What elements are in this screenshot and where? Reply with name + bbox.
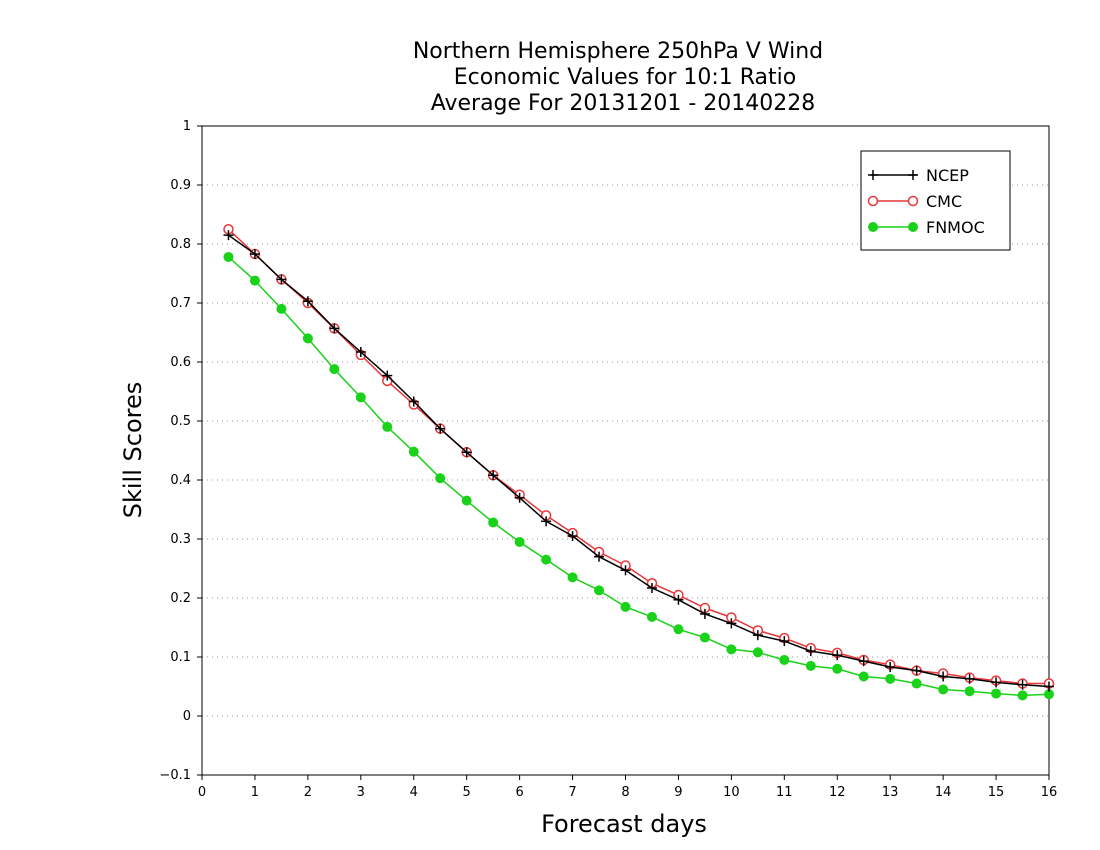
x-tick-label: 12 (829, 785, 846, 800)
data-point-filled-circle (885, 673, 896, 684)
data-point-filled-circle (302, 333, 313, 344)
x-tick-label: 13 (882, 785, 899, 800)
data-point-filled-circle (329, 364, 340, 375)
data-point-filled-circle (594, 585, 605, 596)
data-point-filled-circle (1017, 690, 1028, 701)
x-tick-label: 11 (776, 785, 793, 800)
series-group (223, 224, 1055, 701)
chart-title: Northern Hemisphere 250hPa V Wind Econom… (413, 39, 823, 116)
x-tick-label: 1 (251, 785, 259, 800)
data-point-filled-circle (911, 678, 922, 689)
data-point-filled-circle (276, 303, 287, 314)
x-tick-label: 8 (621, 785, 629, 800)
data-point-filled-circle (938, 684, 949, 695)
y-tick-label: 0.8 (170, 237, 191, 252)
data-point-filled-circle (355, 392, 366, 403)
y-tick-label: 0.7 (170, 296, 191, 311)
x-tick-label: 0 (198, 785, 206, 800)
x-tick-label: 14 (935, 785, 952, 800)
data-point-filled-circle (382, 421, 393, 432)
data-point-filled-circle (249, 275, 260, 286)
data-point-filled-circle (620, 601, 631, 612)
x-tick-label: 15 (988, 785, 1005, 800)
chart-title-line-3: Average For 20131201 - 20140228 (431, 91, 816, 116)
plot-area-frame (201, 125, 1050, 776)
x-tick-label: 10 (723, 785, 740, 800)
data-point-filled-circle (908, 222, 918, 232)
data-point-filled-circle (726, 644, 737, 655)
data-point-filled-circle (779, 654, 790, 665)
x-tick-label: 7 (568, 785, 576, 800)
data-point-filled-circle (488, 517, 499, 528)
legend-label: NCEP (926, 166, 969, 185)
data-point-filled-circle (832, 663, 843, 674)
x-tick-label: 5 (463, 785, 471, 800)
data-point-open-circle (907, 195, 919, 207)
data-point-filled-circle (567, 572, 578, 583)
legend-entry-cmc: CMC (867, 192, 962, 211)
data-point-filled-circle (673, 624, 684, 635)
data-point-filled-circle (408, 446, 419, 457)
data-point-open-circle (867, 195, 879, 207)
data-point-filled-circle (991, 688, 1002, 699)
y-tick-label: 0 (183, 709, 191, 724)
y-tick-label: 0.3 (170, 532, 191, 547)
y-tick-label: 0.4 (170, 473, 191, 488)
y-axis-label: Skill Scores (119, 382, 147, 519)
axis-ticks: −0.100.10.20.30.40.50.60.70.80.910 1 2 3 4 5 6… (159, 119, 1057, 800)
y-tick-label: −0.1 (159, 768, 191, 783)
x-tick-label: 3 (357, 785, 365, 800)
legend-label: CMC (926, 192, 962, 211)
x-tick-label: 9 (674, 785, 682, 800)
data-point-filled-circle (805, 660, 816, 671)
y-tick-label: 0.6 (170, 355, 191, 370)
legend-label: FNMOC (926, 218, 985, 237)
data-point-filled-circle (514, 536, 525, 547)
y-tick-label: 0.2 (170, 591, 191, 606)
data-point-filled-circle (223, 251, 234, 262)
y-tick-label: 1 (183, 119, 191, 134)
data-point-filled-circle (435, 473, 446, 484)
y-tick-label: 0.1 (170, 650, 191, 665)
x-tick-label: 2 (304, 785, 312, 800)
series-fnmoc (223, 251, 1054, 701)
legend-entry-ncep: NCEP (868, 166, 969, 185)
x-tick-label: 16 (1041, 785, 1058, 800)
chart-title-line-1: Northern Hemisphere 250hPa V Wind (413, 39, 823, 64)
legend-entry-fnmoc: FNMOC (868, 218, 985, 237)
chart-title-line-2: Economic Values for 10:1 Ratio (454, 65, 796, 90)
data-point-filled-circle (461, 495, 472, 506)
data-point-filled-circle (752, 647, 763, 658)
y-tick-label: 0.5 (170, 414, 191, 429)
data-point-filled-circle (964, 686, 975, 697)
x-tick-label: 4 (410, 785, 418, 800)
data-point-filled-circle (541, 554, 552, 565)
x-tick-label: 6 (515, 785, 523, 800)
y-tick-label: 0.9 (170, 178, 191, 193)
data-point-filled-circle (868, 222, 878, 232)
data-point-filled-circle (699, 632, 710, 643)
data-point-filled-circle (646, 611, 657, 622)
data-point-filled-circle (858, 671, 869, 682)
legend: NCEP CMC FNMOC (860, 150, 1011, 251)
series-ncep (223, 230, 1054, 692)
x-axis-label: Forecast days (541, 810, 707, 838)
